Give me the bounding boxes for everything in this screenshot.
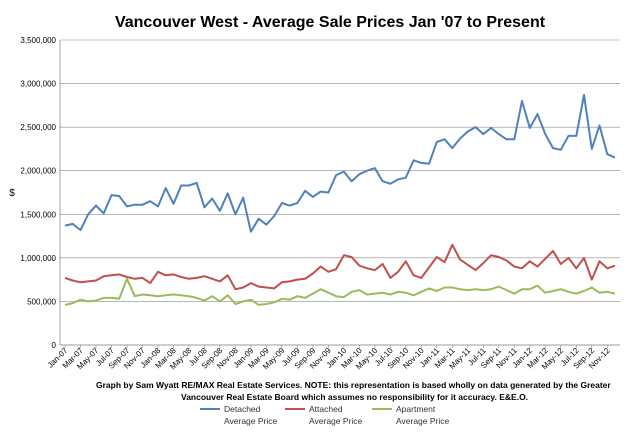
y-axis-label: $	[9, 188, 15, 199]
y-tick-label: 1,000,000	[20, 254, 56, 263]
y-tick-label: 3,000,000	[20, 80, 56, 89]
legend-label-apartment: Apartment	[396, 404, 436, 414]
series-lines	[64, 93, 616, 306]
y-tick-label: 3,500,000	[20, 36, 56, 45]
y-tick-label: 0	[52, 341, 57, 350]
y-tick-label: 1,500,000	[20, 210, 56, 219]
y-tick-label: 500,000	[27, 297, 56, 306]
y-tick-labels: 0 500,000 1,000,000 1,500,000 2,000,000 2,500…	[20, 36, 56, 350]
series-line-detached	[64, 93, 616, 233]
legend-sublabel-attached: Average Price	[309, 416, 363, 426]
legend-sublabel-detached: Average Price	[224, 416, 278, 426]
y-tick-label: 2,500,000	[20, 123, 56, 132]
series-line-apartment	[64, 277, 616, 306]
chart-note-line1: Graph by Sam Wyatt RE/MAX Real Estate Se…	[96, 380, 611, 390]
chart-title: Vancouver West - Average Sale Prices Jan…	[115, 14, 546, 31]
legend: Detached Average Price Attached Average Pri…	[200, 404, 450, 426]
axes	[59, 40, 620, 346]
legend-label-detached: Detached	[224, 404, 261, 414]
series-line-attached	[64, 243, 616, 291]
y-tick-label: 2,000,000	[20, 167, 56, 176]
legend-sublabel-apartment: Average Price	[396, 416, 450, 426]
chart-note-line2: Vancouver Real Estate Board which assume…	[181, 392, 528, 402]
legend-label-attached: Attached	[309, 404, 343, 414]
